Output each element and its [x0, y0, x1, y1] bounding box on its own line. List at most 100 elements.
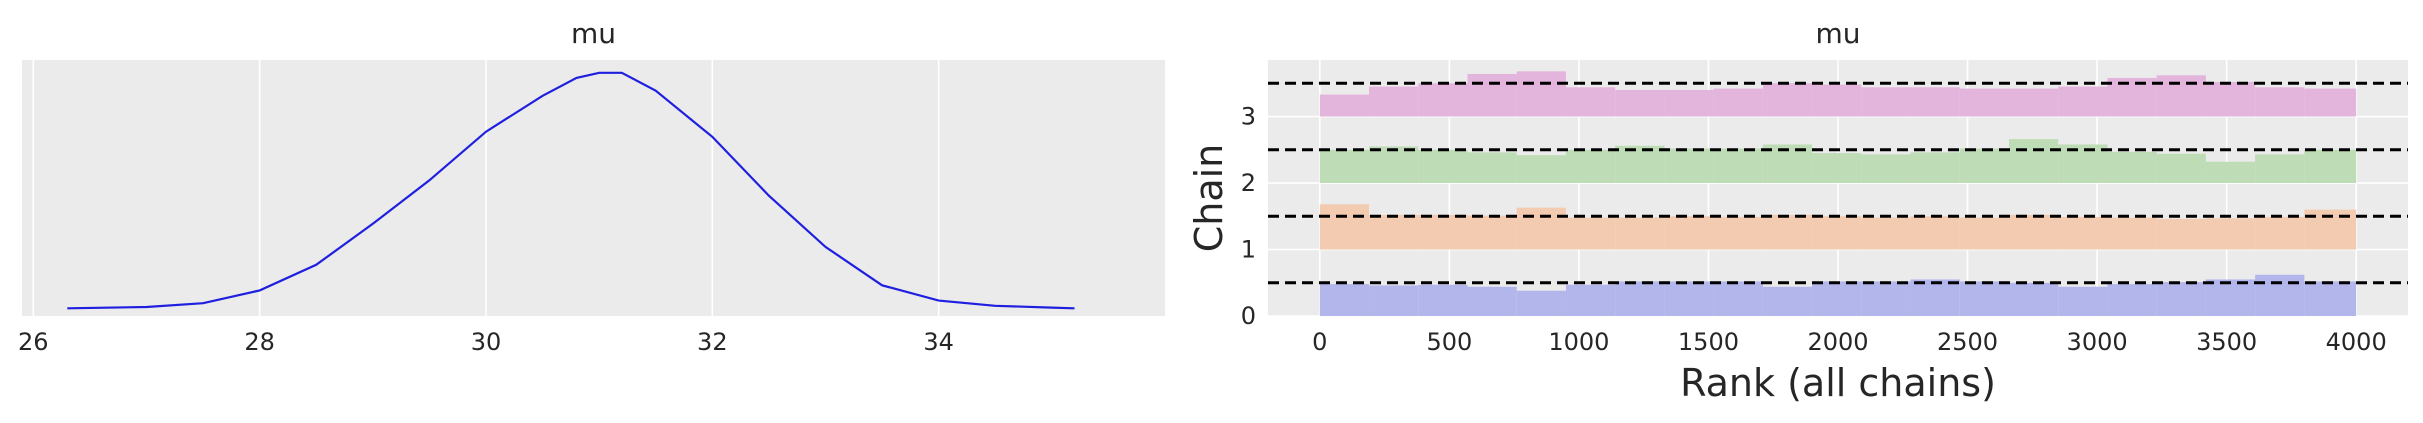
rank-bar-chain-2 [1467, 152, 1517, 184]
rank-bar-chain-3 [1910, 87, 1960, 117]
rank-bar-chain-0 [2009, 282, 2059, 316]
rank-bar-chain-2 [2304, 149, 2357, 184]
rank-bar-chain-3 [1812, 84, 1862, 117]
rank-bar-chain-0 [2058, 286, 2108, 316]
rank-bar-chain-1 [2058, 216, 2108, 250]
rank-bar-chain-3 [1418, 83, 1468, 117]
kde-x-tick-label: 32 [697, 328, 728, 356]
rank-bar-chain-1 [1812, 216, 1862, 250]
rank-bar-chain-0 [2205, 279, 2256, 316]
rank-y-tick-label: 3 [1241, 103, 1256, 131]
rank-bars [1319, 71, 2357, 316]
rank-bar-chain-3 [2255, 87, 2305, 117]
rank-y-tick-label: 0 [1241, 302, 1256, 330]
rank-x-tick-label: 2500 [1937, 328, 1998, 356]
kde-x-ticks: 26 28 30 32 34 [18, 328, 954, 356]
rank-bar-chain-0 [1516, 290, 1566, 316]
rank-bar-chain-1 [1467, 215, 1517, 250]
rank-bar-chain-2 [1615, 145, 1665, 184]
rank-bar-chain-3 [1369, 86, 1419, 117]
rank-bar-chain-3 [1516, 71, 1566, 117]
rank-bar-chain-3 [1565, 87, 1616, 117]
rank-x-tick-label: 500 [1426, 328, 1472, 356]
rank-bar-chain-3 [1713, 88, 1763, 117]
rank-bar-chain-0 [1565, 284, 1616, 316]
rank-bar-chain-3 [2058, 86, 2108, 117]
rank-x-tick-label: 4000 [2326, 328, 2387, 356]
rank-x-ticks: 0 500 1000 1500 2000 2500 3000 3500 4000 [1312, 328, 2387, 356]
rank-bar-chain-3 [2205, 81, 2256, 117]
rank-bar-chain-1 [1664, 216, 1714, 250]
rank-bar-chain-2 [1713, 148, 1763, 184]
rank-bar-chain-1 [2107, 217, 2157, 250]
rank-bar-chain-0 [2107, 284, 2157, 316]
rank-bar-chain-2 [1812, 153, 1862, 184]
rank-bar-chain-3 [2009, 88, 2059, 117]
rank-bar-chain-0 [2156, 282, 2206, 316]
kde-x-tick-label: 30 [471, 328, 502, 356]
rank-x-tick-label: 0 [1312, 328, 1327, 356]
rank-x-tick-label: 3500 [2196, 328, 2257, 356]
rank-bar-chain-2 [2156, 153, 2206, 184]
rank-bar-chain-0 [1861, 281, 1911, 316]
rank-bar-chain-2 [2205, 161, 2256, 184]
rank-y-axis-label: Chain [1187, 144, 1231, 253]
rank-bar-chain-1 [1762, 214, 1813, 250]
rank-bar-chain-3 [1467, 73, 1517, 117]
rank-bar-chain-3 [1615, 89, 1665, 117]
rank-bar-chain-1 [1615, 217, 1665, 250]
rank-bar-chain-3 [1319, 94, 1370, 117]
rank-bar-chain-0 [1959, 281, 2009, 316]
rank-bar-chain-2 [2107, 151, 2157, 184]
rank-bar-chain-1 [1516, 207, 1566, 250]
rank-bar-chain-2 [1861, 154, 1911, 184]
rank-bar-chain-3 [1762, 83, 1813, 117]
rank-bar-chain-1 [1861, 217, 1911, 250]
rank-x-tick-label: 1500 [1678, 328, 1739, 356]
rank-bar-chain-2 [1664, 148, 1714, 184]
rank-bar-chain-0 [1615, 281, 1665, 316]
kde-title: mu [571, 17, 616, 50]
rank-bar-chain-2 [1418, 149, 1468, 184]
rank-bar-chain-2 [1369, 146, 1419, 184]
kde-x-tick-label: 26 [18, 328, 49, 356]
rank-bar-chain-1 [1319, 204, 1370, 250]
rank-bar-chain-0 [1319, 284, 1370, 316]
rank-x-tick-label: 1000 [1548, 328, 1609, 356]
rank-bar-chain-1 [1369, 214, 1419, 250]
kde-panel: 26 28 30 32 34 mu [18, 17, 1165, 356]
kde-plot-area [22, 60, 1165, 316]
kde-x-tick-label: 28 [244, 328, 275, 356]
rank-bar-chain-3 [2107, 77, 2157, 117]
kde-x-tick-label: 34 [923, 328, 954, 356]
rank-bar-chain-0 [1762, 286, 1813, 316]
rank-bar-chain-1 [1713, 216, 1763, 250]
rank-bar-chain-0 [1812, 281, 1862, 316]
rank-bar-chain-2 [2009, 139, 2059, 184]
rank-x-axis-label: Rank (all chains) [1680, 361, 1996, 405]
rank-bar-chain-0 [1418, 284, 1468, 316]
rank-bar-chain-1 [1418, 214, 1468, 250]
rank-x-tick-label: 2000 [1807, 328, 1868, 356]
kde-line [67, 71, 1075, 310]
rank-bar-chain-0 [2255, 274, 2305, 316]
rank-bar-chain-2 [1516, 155, 1566, 184]
rank-bar-chain-0 [1467, 286, 1517, 316]
rank-bar-chain-2 [1959, 148, 2009, 184]
rank-bar-chain-2 [1319, 149, 1370, 184]
rank-panel: 0 500 1000 1500 2000 2500 3000 3500 4000 0 1 2 3 mu… [1187, 17, 2408, 405]
kde-gridlines [32, 60, 940, 316]
rank-bar-chain-3 [1861, 87, 1911, 117]
rank-bar-chain-0 [1713, 281, 1763, 316]
rank-bar-chain-1 [2009, 214, 2059, 250]
rank-bar-chain-3 [2304, 88, 2357, 117]
rank-y-tick-label: 2 [1241, 169, 1256, 197]
rank-bar-chain-2 [1910, 152, 1960, 184]
rank-x-tick-label: 3000 [2067, 328, 2128, 356]
rank-bar-chain-3 [1664, 89, 1714, 117]
rank-bar-chain-2 [1565, 149, 1616, 184]
rank-reference-lines [1268, 81, 2408, 285]
rank-bar-chain-2 [2255, 154, 2305, 184]
rank-bar-chain-1 [1959, 217, 2009, 250]
rank-bar-chain-1 [1910, 216, 1960, 250]
